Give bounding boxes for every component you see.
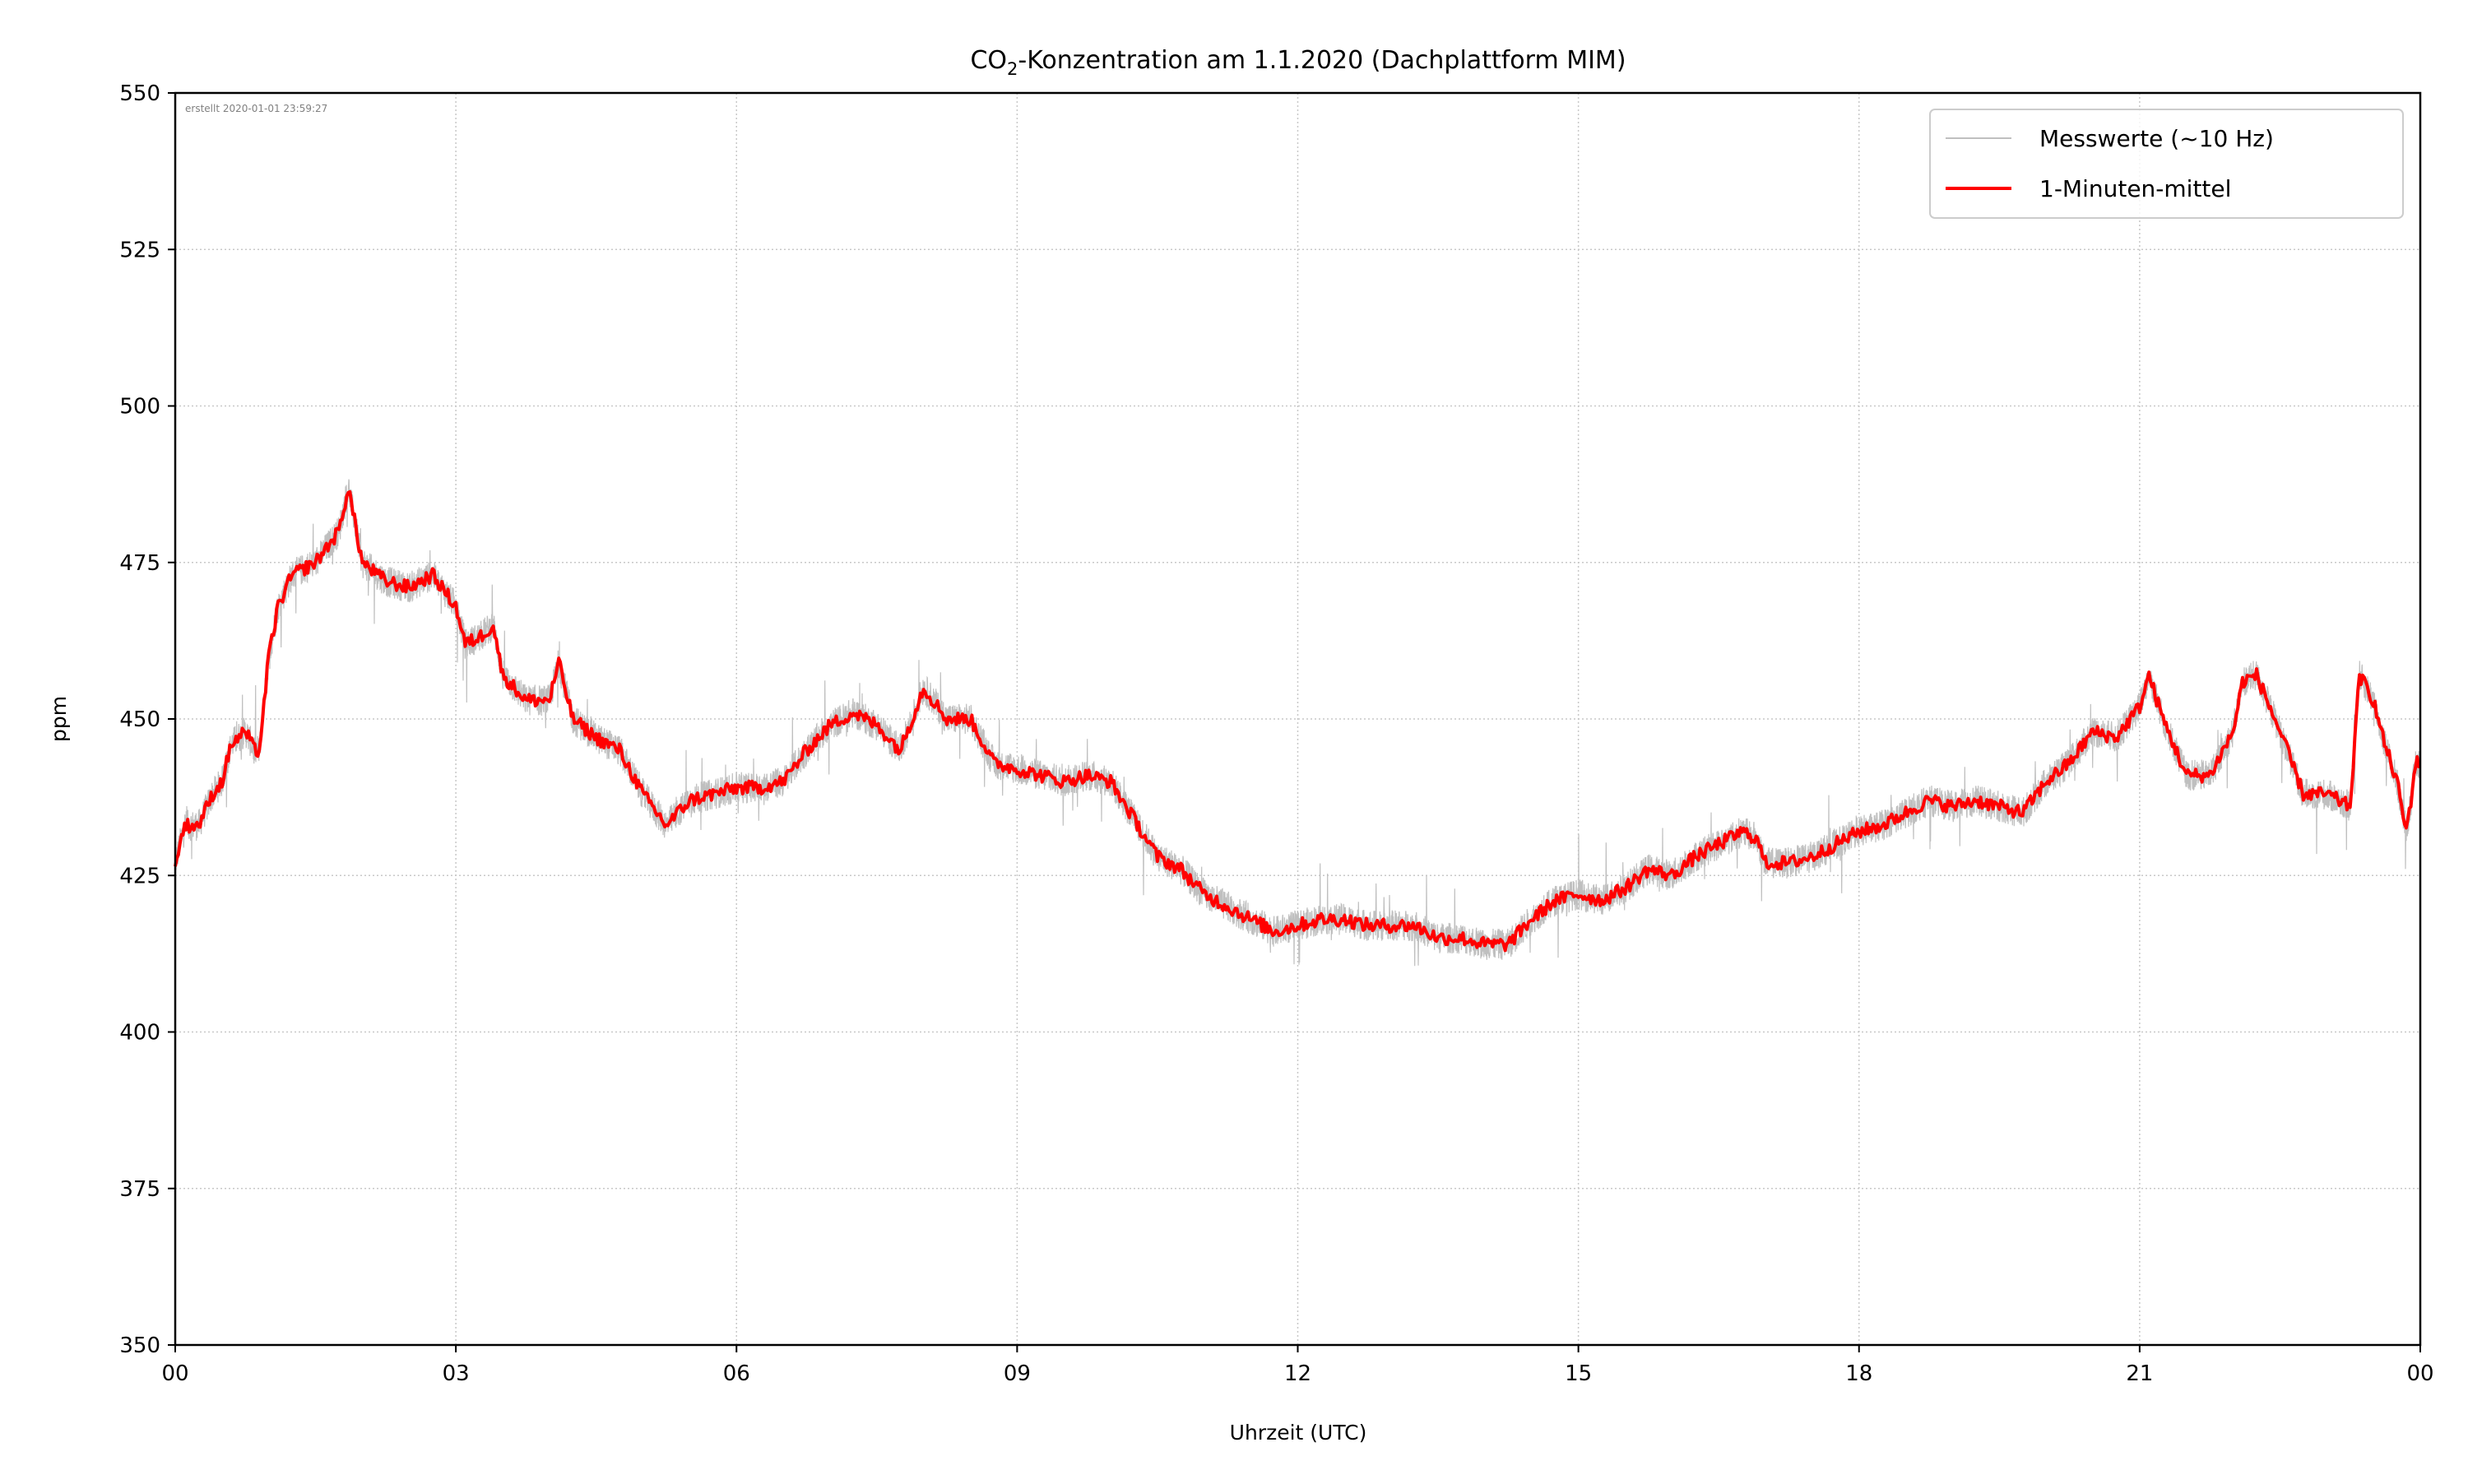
y-tick-label: 475 bbox=[119, 551, 160, 576]
y-tick-label: 550 bbox=[119, 81, 160, 106]
y-tick-label: 425 bbox=[119, 864, 160, 888]
legend-label-mean: 1-Minuten-mittel bbox=[2039, 175, 2231, 202]
axis-ticks: 00 03 06 09 12 15 18 21 003503754004254504755005… bbox=[119, 81, 2433, 1386]
y-axis-label: ppm bbox=[47, 696, 71, 742]
y-tick-label: 400 bbox=[119, 1021, 160, 1046]
chart-title: CO2-Konzentration am 1.1.2020 (Dachplatt… bbox=[970, 46, 1626, 79]
legend-box bbox=[1929, 109, 2404, 219]
x-axis-label: Uhrzeit (UTC) bbox=[1230, 1421, 1367, 1445]
x-tick-label: 12 bbox=[1284, 1361, 1311, 1386]
y-tick-label: 375 bbox=[119, 1177, 160, 1202]
x-tick-label: 00 bbox=[161, 1361, 188, 1386]
series-raw-measurements bbox=[174, 479, 2421, 967]
legend: Messwerte (~10 Hz) 1-Minuten-mittel bbox=[1929, 109, 2404, 219]
x-tick-label: 00 bbox=[2406, 1361, 2433, 1386]
grid-lines bbox=[174, 92, 2421, 1346]
legend-label-raw: Messwerte (~10 Hz) bbox=[2039, 125, 2274, 152]
y-tick-label: 450 bbox=[119, 707, 160, 732]
y-tick-label: 525 bbox=[119, 238, 160, 262]
series-1-minute-mean bbox=[174, 489, 2421, 953]
x-tick-label: 18 bbox=[1845, 1361, 1872, 1386]
x-tick-label: 15 bbox=[1565, 1361, 1592, 1386]
x-tick-label: 21 bbox=[2126, 1361, 2153, 1386]
y-tick-label: 350 bbox=[119, 1333, 160, 1358]
creation-timestamp: erstellt 2020-01-01 23:59:27 bbox=[185, 103, 327, 114]
x-tick-label: 09 bbox=[1004, 1361, 1031, 1386]
x-tick-label: 06 bbox=[723, 1361, 750, 1386]
y-tick-label: 500 bbox=[119, 395, 160, 420]
plot-area bbox=[174, 479, 2421, 967]
x-tick-label: 03 bbox=[443, 1361, 470, 1386]
